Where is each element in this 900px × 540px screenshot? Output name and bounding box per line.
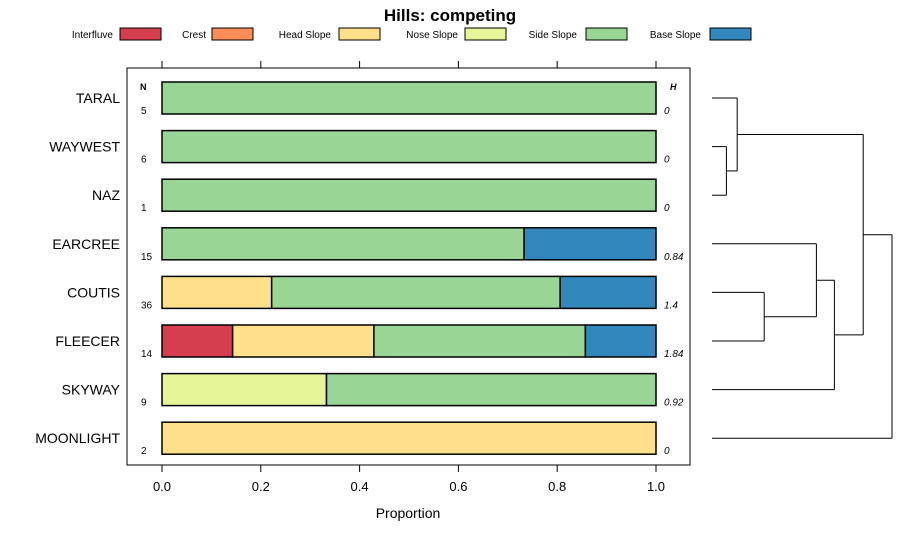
bar-waywest-side-slope <box>161 129 657 164</box>
bar-naz-side-slope <box>161 178 657 212</box>
n-value-coutis: 36 <box>141 300 153 311</box>
row-fleecer: FLEECER 14 1.84 <box>55 324 684 360</box>
x-tick-label-0-2: 0.2 <box>252 479 270 494</box>
category-label-naz: NAZ <box>92 187 120 203</box>
n-value-fleecer: 14 <box>141 349 153 360</box>
legend-label-head-slope: Head Slope <box>279 30 332 41</box>
n-value-naz: 1 <box>141 203 147 214</box>
legend-label-nose-slope: Nose Slope <box>406 30 458 41</box>
legend-swatch-side-slope <box>585 27 628 41</box>
plot-frame <box>126 67 691 466</box>
dendrogram <box>712 97 893 439</box>
category-label-coutis: COUTIS <box>67 284 120 300</box>
category-label-taral: TARAL <box>76 90 120 106</box>
legend-swatch-interfluve <box>119 27 162 41</box>
legend-label-crest: Crest <box>182 30 206 41</box>
legend-swatch-base-slope <box>709 27 752 41</box>
bar-skyway-side-slope <box>325 372 657 407</box>
bar-fleecer-base-slope <box>584 324 657 358</box>
h-value-waywest: 0 <box>664 155 670 166</box>
x-tick-label-0-6: 0.6 <box>449 479 467 494</box>
x-tick-label-0-4: 0.4 <box>351 479 369 494</box>
x-axis: 0.0 0.2 0.4 0.6 0.8 1.0 <box>153 465 665 494</box>
h-value-moonlight: 0 <box>664 446 670 457</box>
x-tick-label-1: 1.0 <box>647 479 665 494</box>
h-value-skyway: 0.92 <box>664 398 684 409</box>
category-label-moonlight: MOONLIGHT <box>35 430 120 446</box>
row-skyway: SKYWAY 9 0.92 <box>62 372 684 409</box>
legend-label-side-slope: Side Slope <box>529 30 578 41</box>
bar-coutis-head-slope <box>161 275 273 310</box>
bar-fleecer-head-slope <box>231 324 375 358</box>
n-value-skyway: 9 <box>141 398 147 409</box>
chart-title: Hills: competing <box>384 6 516 25</box>
legend-label-interfluve: Interfluve <box>72 30 114 41</box>
legend-swatch-head-slope <box>338 27 381 41</box>
bar-moonlight-head-slope <box>161 421 657 455</box>
row-coutis: COUTIS 36 1.4 <box>67 275 678 311</box>
legend-swatch-nose-slope <box>464 27 507 41</box>
bar-earcree-base-slope <box>523 227 657 261</box>
top-axis-ticks <box>161 61 657 68</box>
row-waywest: WAYWEST 6 0 <box>49 129 670 166</box>
category-label-skyway: SKYWAY <box>62 382 121 398</box>
row-moonlight: MOONLIGHT 2 0 <box>35 421 670 457</box>
row-earcree: EARCREE 15 0.84 <box>52 227 684 263</box>
x-tick-label-0-8: 0.8 <box>548 479 566 494</box>
legend-swatch-crest <box>211 27 254 41</box>
n-column-header: N <box>140 82 147 92</box>
bar-rows: TARAL 5 0 WAYWEST 6 0 NAZ 1 0 EARCREE 15 0.84 COUTIS… <box>35 81 684 457</box>
category-label-earcree: EARCREE <box>52 236 120 252</box>
legend: Interfluve Crest Head Slope Nose Slope Side … <box>72 27 752 41</box>
legend-label-base-slope: Base Slope <box>650 30 702 41</box>
bar-coutis-side-slope <box>270 275 561 310</box>
row-taral: TARAL 5 0 <box>76 81 670 117</box>
h-value-earcree: 0.84 <box>664 252 684 263</box>
n-value-waywest: 6 <box>141 155 147 166</box>
bar-skyway-nose-slope <box>161 372 328 407</box>
category-label-fleecer: FLEECER <box>55 333 120 349</box>
x-tick-label-0: 0.0 <box>153 479 171 494</box>
bar-fleecer-side-slope <box>373 324 587 358</box>
n-value-taral: 5 <box>141 106 147 117</box>
bar-coutis-base-slope <box>559 275 657 310</box>
h-value-naz: 0 <box>664 203 670 214</box>
n-value-moonlight: 2 <box>141 446 147 457</box>
bar-taral-side-slope <box>161 81 657 115</box>
h-column-header: H <box>670 82 677 92</box>
n-value-earcree: 15 <box>141 252 153 263</box>
row-naz: NAZ 1 0 <box>92 178 670 214</box>
bar-fleecer-interfluve <box>161 324 234 358</box>
x-axis-title: Proportion <box>376 505 441 521</box>
bar-earcree-side-slope <box>161 227 525 261</box>
h-value-fleecer: 1.84 <box>664 349 684 360</box>
h-value-taral: 0 <box>664 106 670 117</box>
h-value-coutis: 1.4 <box>664 300 678 311</box>
category-label-waywest: WAYWEST <box>49 139 120 155</box>
